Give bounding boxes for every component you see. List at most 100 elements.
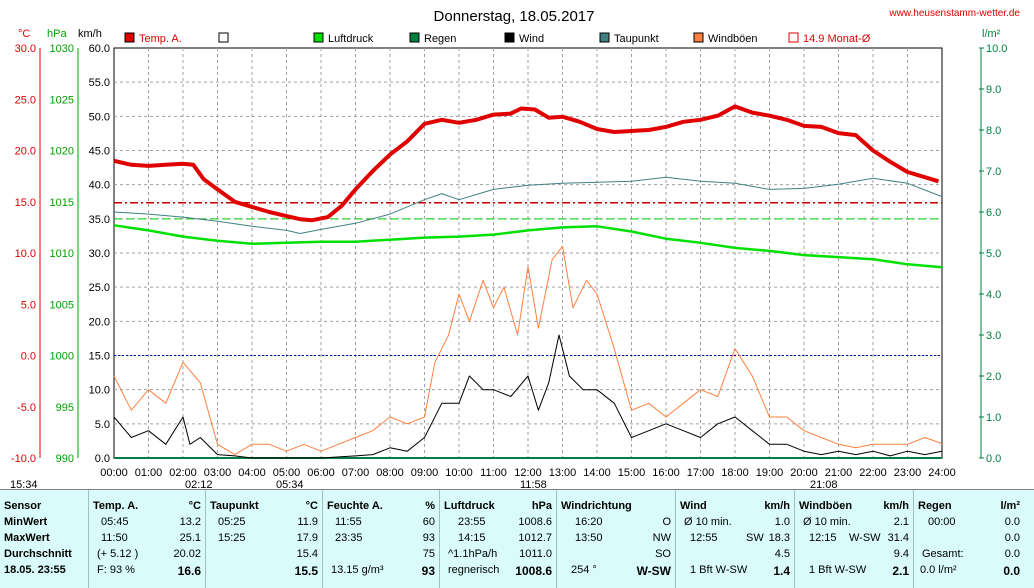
wind-avg-label: Ø 10 min. [684, 516, 732, 528]
col-sensor: Sensor MinWert MaxWert Durchschnitt 18.0… [0, 490, 89, 588]
gust-header: Windböen [799, 500, 853, 512]
event-markers: 15:34 02:12 05:34 11:58 21:08 [10, 479, 838, 489]
rain-tick: 10.0 [986, 43, 1007, 55]
hum-min-time: 11:55 [335, 516, 362, 528]
time-tick: 12:00 [514, 467, 542, 479]
hum-max-time: 23:35 [335, 532, 363, 544]
series-windb-en [113, 245, 943, 456]
kmh-unit: km/h [78, 28, 102, 40]
time-tick: 01:00 [135, 467, 163, 479]
press-unit-cell: hPa [531, 500, 552, 512]
hpa-tick: 1005 [50, 299, 74, 311]
legend-swatch [124, 32, 135, 43]
time-tick: 20:00 [790, 467, 818, 479]
legend-label: Windböen [708, 33, 758, 45]
hpa-tick: 1030 [50, 43, 74, 55]
wdir-deg: 254 ° [571, 564, 597, 576]
legend-label: Luftdruck [328, 33, 374, 45]
stats-table: Sensor MinWert MaxWert Durchschnitt 18.0… [0, 489, 1034, 588]
temp-unit: °C [18, 28, 30, 40]
wind-avg: 4.5 [774, 548, 790, 560]
legend-swatch [218, 32, 229, 43]
dew-unit-cell: °C [305, 500, 318, 512]
wdir-avg: SO [655, 548, 671, 560]
hpa-tick: 1010 [50, 248, 74, 260]
kmh-tick: 60.0 [89, 43, 110, 55]
dew-min-time: 05:25 [218, 516, 246, 528]
temp-tick: -10.0 [11, 453, 36, 465]
sensor-header: Sensor [4, 500, 42, 512]
weather-chart: Donnerstag, 18.05.2017 www.heusenstamm-w… [10, 8, 1020, 489]
wind-min: 1.0 [774, 516, 790, 528]
temp-tick: 30.0 [15, 43, 36, 55]
wind-max-dir: SW [746, 532, 764, 544]
kmh-tick: 0.0 [95, 453, 110, 465]
time-tick: 18:00 [721, 467, 749, 479]
hum-unit-cell: % [425, 500, 435, 512]
press-trend: ^1.1hPa/h [448, 548, 498, 560]
hum-max: 93 [422, 532, 435, 544]
right-axis: 10.0 9.0 8.0 7.0 6.0 5.0 4.0 3.0 2.0 1.0 0.0 [979, 43, 1007, 465]
rain-unit: l/m² [982, 28, 1001, 40]
wdir-min: O [662, 516, 671, 528]
time-tick: 15:00 [618, 467, 646, 479]
hpa-tick: 990 [56, 453, 74, 465]
min-label: MinWert [4, 516, 48, 528]
rain-current: 0.0 [1003, 564, 1020, 578]
hpa-unit: hPa [47, 28, 67, 40]
rain-unit-cell: l/m² [1000, 500, 1020, 512]
col-press: Luftdruck hPa 23:55 1008.6 14:15 1012.7 ^1.… [440, 490, 557, 588]
press-min-time: 23:55 [458, 516, 486, 528]
rain-tick: 8.0 [986, 125, 1001, 137]
temp-delta: (+ 5.12 ) [97, 548, 139, 560]
hpa-tick: 995 [56, 402, 74, 414]
hum-avg: 75 [422, 548, 435, 560]
time-tick: 06:00 [307, 467, 335, 479]
event-time: 11:58 [520, 479, 547, 489]
wind-unit-cell: km/h [764, 500, 790, 512]
legend: Temp. A. Luftdruck Regen Wind Taupunkt Windbö… [124, 32, 871, 45]
col-temp: Temp. A. °C 05:45 13.2 11:50 25.1 (+ 5.12 )… [89, 490, 206, 588]
time-tick: 05:00 [273, 467, 301, 479]
dew-max-time: 15:25 [218, 532, 246, 544]
temp-unit-cell: °C [188, 500, 201, 512]
legend-label: Wind [519, 33, 544, 45]
legend-label: Regen [424, 33, 456, 45]
left-axes: 30.0 25.0 20.0 15.0 10.0 5.0 0.0 -5.0 -10.0 1030 1… [11, 43, 110, 465]
dew-max: 17.9 [296, 532, 318, 544]
wdir-min-time: 16:20 [575, 516, 603, 528]
rain-tick: 6.0 [986, 207, 1001, 219]
kmh-tick: 20.0 [89, 316, 110, 328]
rain-total-label: Gesamt: [922, 548, 964, 560]
temp-tick: 20.0 [15, 146, 36, 158]
dew-avg: 15.4 [296, 548, 318, 560]
kmh-tick: 5.0 [95, 419, 110, 431]
time-tick: 17:00 [687, 467, 715, 479]
time-tick: 21:00 [825, 467, 853, 479]
gust-bft: 1 Bft W-SW [809, 564, 867, 576]
rain-tick: 5.0 [986, 248, 1001, 260]
gust-max-time: 12:15 [809, 532, 837, 544]
time-tick: 02:00 [169, 467, 197, 479]
dew-header: Taupunkt [210, 500, 259, 512]
temp-max: 25.1 [179, 532, 201, 544]
temp-tick: 25.0 [15, 94, 36, 106]
legend-label: 14.9 Monat-Ø [803, 33, 871, 45]
wdir-max: NW [652, 532, 671, 544]
hum-current: 93 [421, 564, 435, 578]
legend-swatch [504, 32, 515, 43]
time-tick: 13:00 [549, 467, 577, 479]
temp-max-time: 11:50 [101, 532, 128, 544]
press-min: 1008.6 [518, 516, 552, 528]
temp-min-time: 05:45 [101, 516, 129, 528]
series-wind [113, 334, 943, 459]
event-time: 02:12 [185, 479, 213, 489]
site-link[interactable]: www.heusenstamm-wetter.de [888, 8, 1020, 19]
gust-min: 2.1 [893, 516, 909, 528]
wdir-current: W-SW [636, 564, 671, 578]
current-label: 18.05. 23:55 [4, 564, 66, 576]
press-current: 1008.6 [515, 564, 552, 578]
hpa-tick: 1020 [50, 146, 74, 158]
col-hum: Feuchte A.% 11:55 60 23:35 93 75 13.15 g/m… [323, 490, 440, 588]
time-tick: 11:00 [480, 467, 507, 479]
